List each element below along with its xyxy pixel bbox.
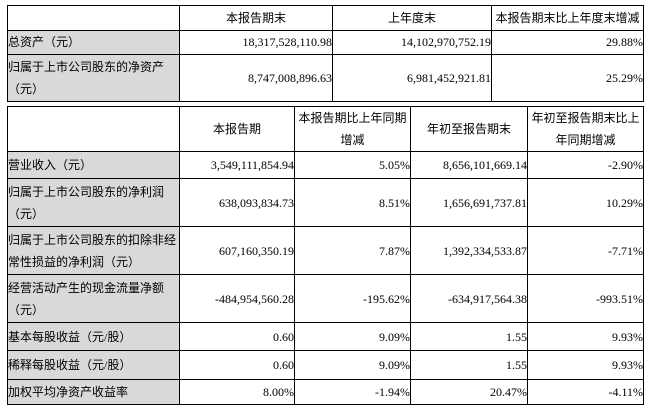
cell-value: 1.55 bbox=[410, 350, 528, 381]
col-header-report-period-end: 本报告期末 bbox=[179, 5, 333, 31]
cell-value: 8,747,008,896.63 bbox=[179, 54, 333, 102]
corner-cell bbox=[7, 105, 180, 153]
row-label: 加权平均净资产收益率 bbox=[7, 379, 180, 406]
cell-value: 9.93% bbox=[527, 322, 644, 352]
cell-value: 8.51% bbox=[294, 178, 411, 228]
row-label: 基本每股收益（元/股） bbox=[7, 322, 180, 352]
table-row-operating-revenue: 营业收入（元） 3,549,111,854.94 5.05% 8,656,101… bbox=[7, 151, 644, 180]
cell-value: -634,917,564.38 bbox=[410, 274, 528, 324]
cell-value: -1.94% bbox=[294, 379, 411, 406]
table-row-diluted-eps: 稀释每股收益（元/股） 0.60 9.09% 1.55 9.93% bbox=[7, 350, 644, 381]
row-label: 总资产（元） bbox=[7, 30, 180, 55]
cell-value: 14,102,970,752.19 bbox=[332, 30, 492, 55]
row-label: 经营活动产生的现金流量净额（元） bbox=[7, 274, 180, 324]
row-label: 营业收入（元） bbox=[7, 151, 180, 180]
cell-value: -4.11% bbox=[527, 379, 644, 406]
cell-value: 1.55 bbox=[410, 322, 528, 352]
balance-summary-table: 本报告期末 上年度末 本报告期末比上年度末增减 总资产（元） 18,317,52… bbox=[7, 5, 644, 102]
table-row-net-assets: 归属于上市公司股东的净资产（元） 8,747,008,896.63 6,981,… bbox=[7, 54, 644, 102]
cell-value: 3,549,111,854.94 bbox=[179, 151, 295, 180]
table-row-net-profit-excl-nonrecurring: 归属于上市公司股东的扣除非经常性损益的净利润（元） 607,160,350.19… bbox=[7, 226, 644, 276]
table-row-weighted-avg-roe: 加权平均净资产收益率 8.00% -1.94% 20.47% -4.11% bbox=[7, 379, 644, 406]
cell-value: 20.47% bbox=[410, 379, 528, 406]
cell-value: 18,317,528,110.98 bbox=[179, 30, 333, 55]
cell-value: 638,093,834.73 bbox=[179, 178, 295, 228]
row-label: 稀释每股收益（元/股） bbox=[7, 350, 180, 381]
cell-value: 0.60 bbox=[179, 350, 295, 381]
cell-value: 8.00% bbox=[179, 379, 295, 406]
table-row-basic-eps: 基本每股收益（元/股） 0.60 9.09% 1.55 9.93% bbox=[7, 322, 644, 352]
table-row-operating-cash-flow: 经营活动产生的现金流量净额（元） -484,954,560.28 -195.62… bbox=[7, 274, 644, 324]
col-header-change-vs-prior-year-end: 本报告期末比上年度末增减 bbox=[491, 5, 644, 31]
col-header-ytd-change-vs-same-period: 年初至报告期末比上年同期增减 bbox=[527, 105, 644, 153]
cell-value: -484,954,560.28 bbox=[179, 274, 295, 324]
row-label: 归属于上市公司股东的净利润（元） bbox=[7, 178, 180, 228]
financial-summary-page: 本报告期末 上年度末 本报告期末比上年度末增减 总资产（元） 18,317,52… bbox=[0, 5, 648, 412]
cell-value: 9.09% bbox=[294, 322, 411, 352]
income-summary-table: 本报告期 本报告期比上年同期增减 年初至报告期末 年初至报告期末比上年同期增减 … bbox=[7, 105, 644, 406]
cell-value: 0.60 bbox=[179, 322, 295, 352]
col-header-prior-year-end: 上年度末 bbox=[332, 5, 492, 31]
cell-value: 6,981,452,921.81 bbox=[332, 54, 492, 102]
row-label: 归属于上市公司股东的净资产（元） bbox=[7, 54, 180, 102]
cell-value: 9.93% bbox=[527, 350, 644, 381]
cell-value: 607,160,350.19 bbox=[179, 226, 295, 276]
col-header-change-vs-same-period: 本报告期比上年同期增减 bbox=[294, 105, 411, 153]
table-row-net-profit: 归属于上市公司股东的净利润（元） 638,093,834.73 8.51% 1,… bbox=[7, 178, 644, 228]
corner-cell bbox=[7, 5, 180, 31]
col-header-year-to-date: 年初至报告期末 bbox=[410, 105, 528, 153]
cell-value: -993.51% bbox=[527, 274, 644, 324]
row-label: 归属于上市公司股东的扣除非经常性损益的净利润（元） bbox=[7, 226, 180, 276]
cell-value: 8,656,101,669.14 bbox=[410, 151, 528, 180]
cell-value: 9.09% bbox=[294, 350, 411, 381]
table-row-total-assets: 总资产（元） 18,317,528,110.98 14,102,970,752.… bbox=[7, 30, 644, 55]
header-row: 本报告期 本报告期比上年同期增减 年初至报告期末 年初至报告期末比上年同期增减 bbox=[7, 105, 644, 153]
col-header-current-period: 本报告期 bbox=[179, 105, 295, 153]
header-row: 本报告期末 上年度末 本报告期末比上年度末增减 bbox=[7, 5, 644, 31]
cell-value: 25.29% bbox=[491, 54, 644, 102]
cell-value: 1,656,691,737.81 bbox=[410, 178, 528, 228]
cell-value: -195.62% bbox=[294, 274, 411, 324]
cell-value: 29.88% bbox=[491, 30, 644, 55]
cell-value: 7.87% bbox=[294, 226, 411, 276]
cell-value: -2.90% bbox=[527, 151, 644, 180]
cell-value: 1,392,334,533.87 bbox=[410, 226, 528, 276]
cell-value: 10.29% bbox=[527, 178, 644, 228]
cell-value: -7.71% bbox=[527, 226, 644, 276]
cell-value: 5.05% bbox=[294, 151, 411, 180]
